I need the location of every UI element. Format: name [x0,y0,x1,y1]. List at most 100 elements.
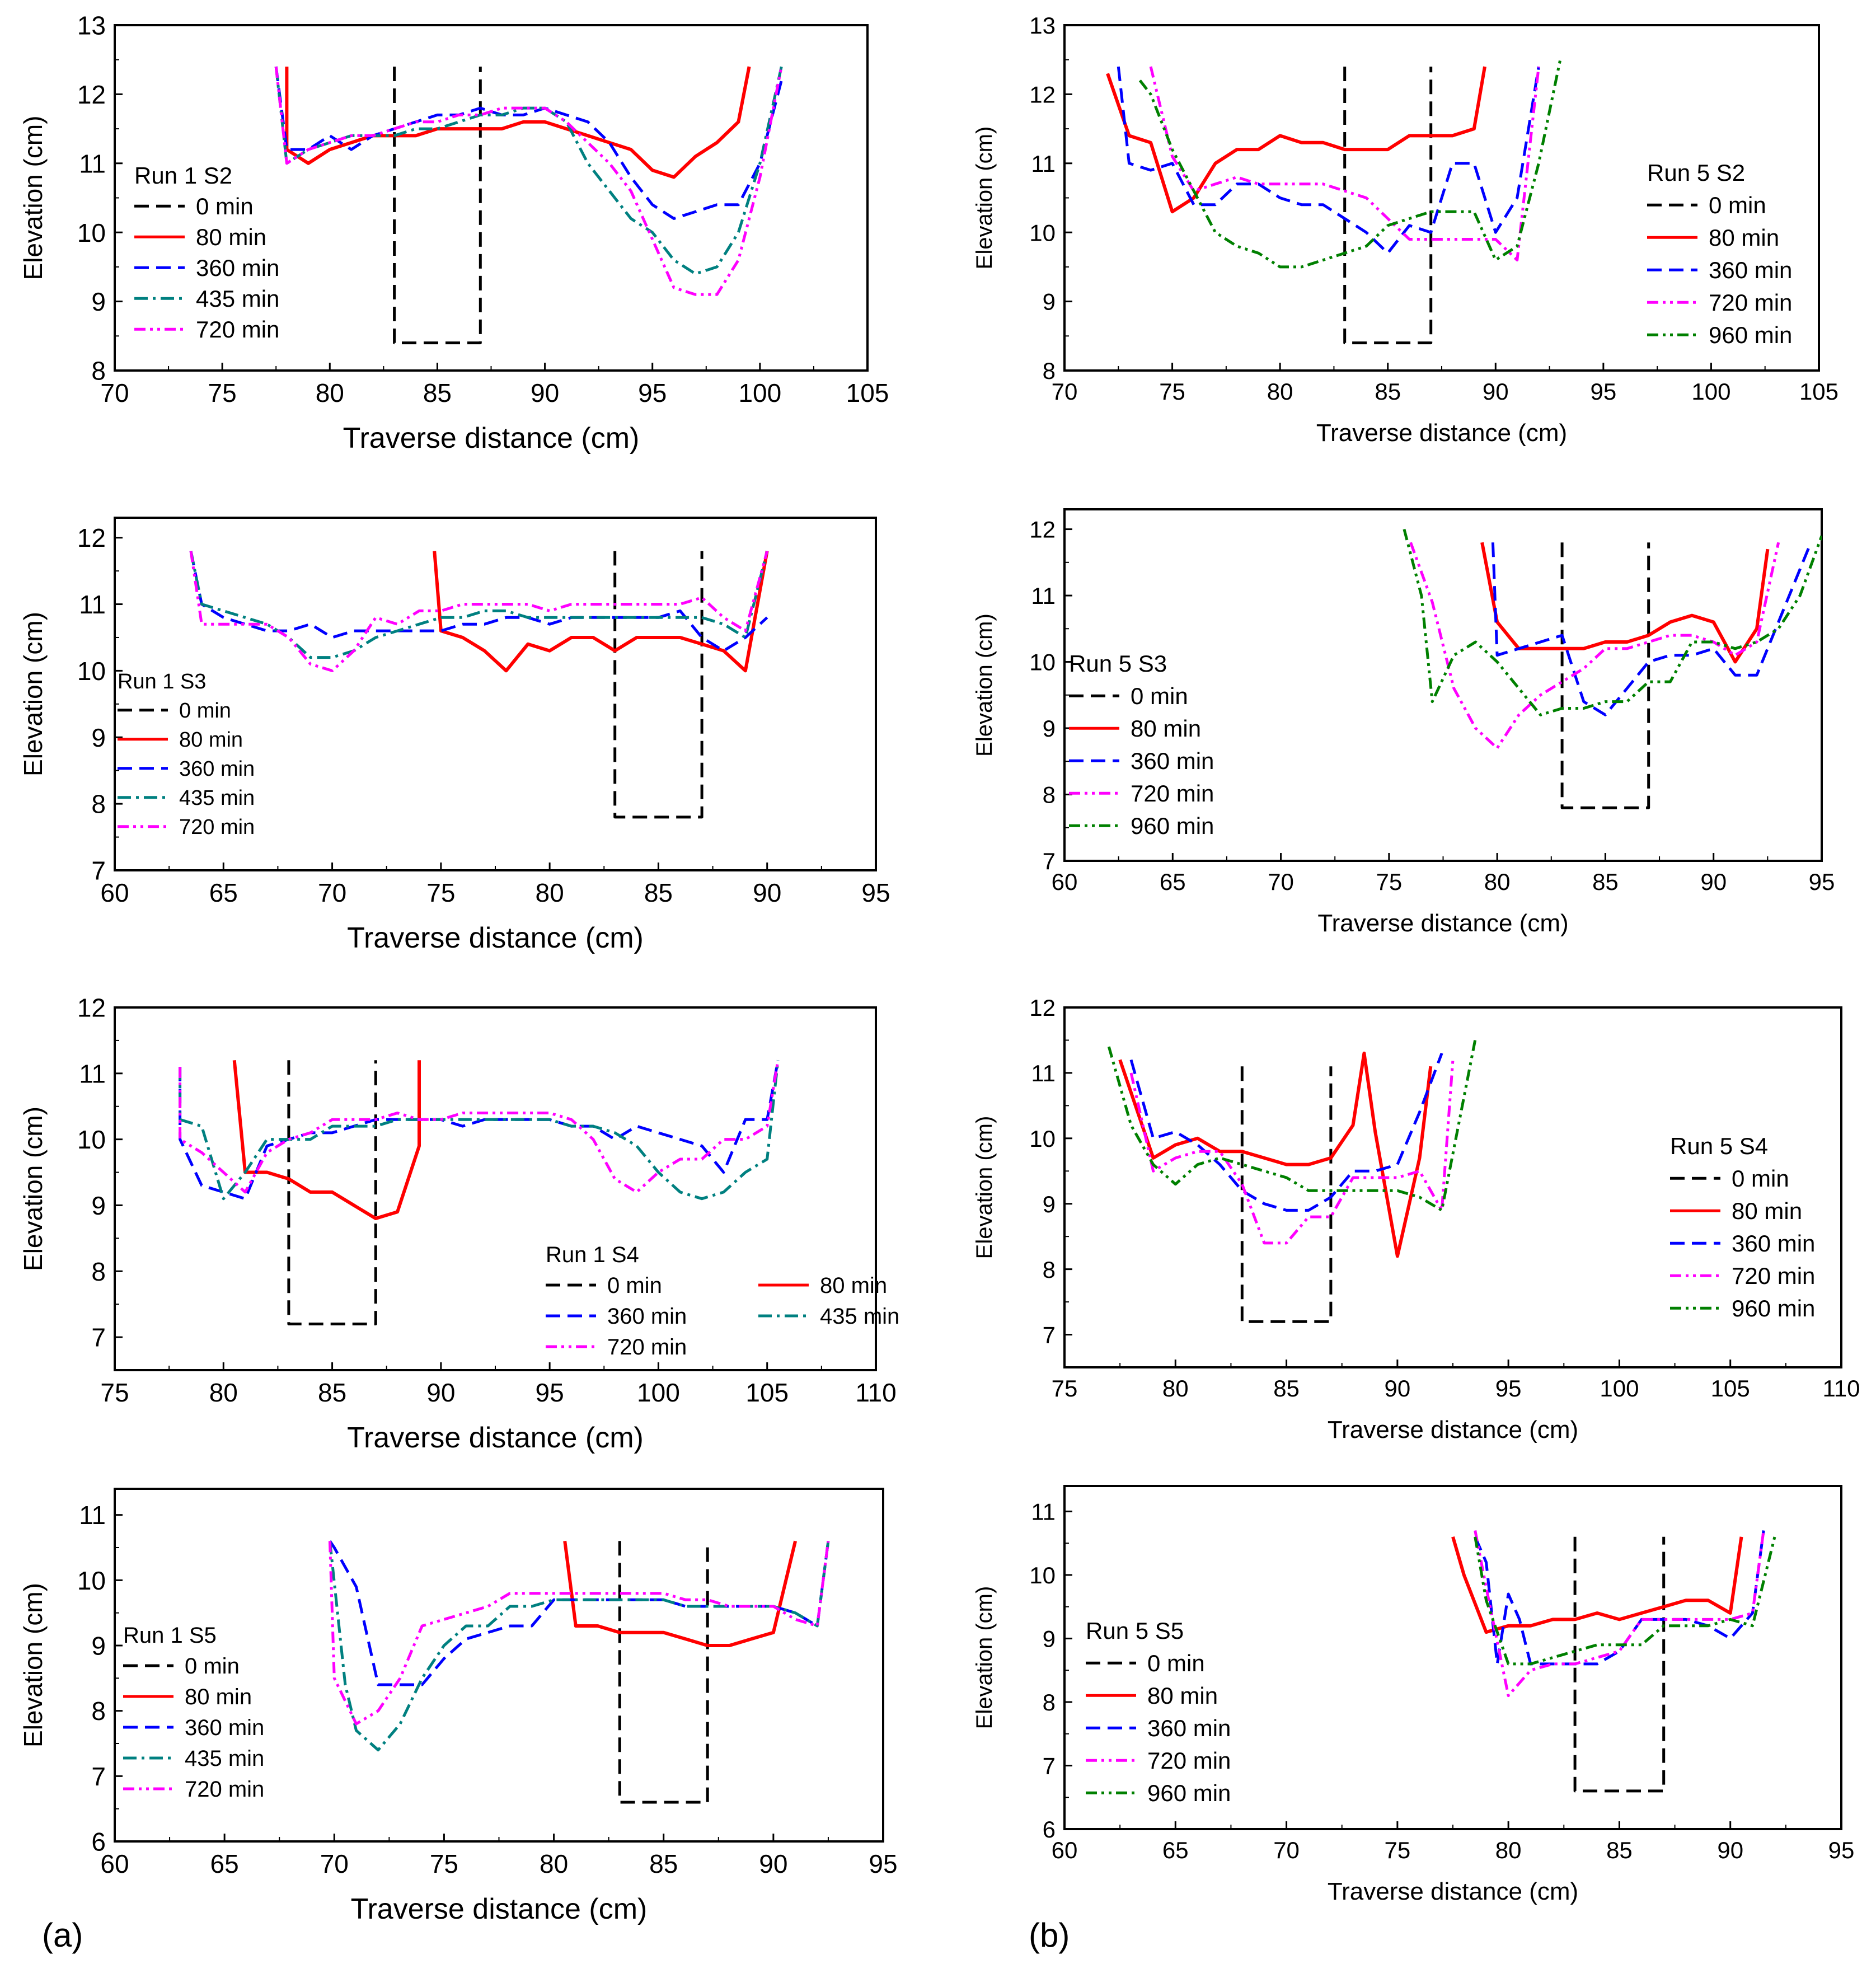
legend-title: Run 1 S5 [123,1623,217,1648]
y-axis-title: Elevation (cm) [18,116,48,280]
x-tick-label: 105 [846,378,889,407]
legend-label: 80 min [820,1273,887,1298]
x-axis-title: Traverse distance (cm) [347,922,644,954]
x-tick-label: 85 [1273,1375,1300,1401]
legend-label: 0 min [1732,1165,1789,1192]
series-line-360-min [179,1060,780,1201]
series-line-0-min [1573,1536,1666,1793]
x-tick-label: 95 [861,878,890,907]
x-tick-label: 65 [209,878,238,907]
y-tick-label: 8 [1043,358,1056,384]
series-line-80-min [433,550,769,673]
y-axis-title: Elevation (cm) [972,1116,997,1259]
chart-panel-3: 60 65 70 75 80 85 90 95 7 8 9 10 11 12 Traverse distan… [18,517,890,954]
y-tick-label: 12 [1029,995,1056,1021]
legend-label: 360 min [179,757,255,781]
series-line-435-min [179,1060,780,1201]
legend-label: 360 min [1131,748,1214,774]
x-tick-label: 95 [869,1849,897,1878]
series-line-0-min [613,551,704,819]
legend-label: 80 min [196,224,266,250]
y-tick-label: 7 [91,1323,106,1352]
y-tick-label: 13 [77,11,106,40]
legend-label: 720 min [196,316,279,343]
series-line-80-min [232,1060,421,1220]
legend-label: 720 min [607,1335,687,1360]
chart-panel-2: 70 75 80 85 90 95 100 105 8 9 10 11 12 13 Traverse dis… [972,12,1839,447]
legend-label: 720 min [1131,780,1214,807]
y-tick-label: 7 [1043,848,1056,874]
x-tick-label: 90 [1717,1837,1743,1863]
y-tick-label: 6 [1043,1816,1056,1843]
x-tick-label: 90 [1483,378,1509,405]
chart-panel-7: 60 65 70 75 80 85 90 95 6 7 8 9 10 11 Traverse distanc… [18,1488,898,1925]
x-axis-title: Traverse distance (cm) [1328,1878,1578,1905]
y-tick-label: 11 [79,149,106,178]
x-axis-title: Traverse distance (cm) [351,1893,648,1925]
x-tick-label: 95 [1809,869,1835,895]
y-tick-label: 8 [91,790,106,819]
y-tick-label: 8 [1043,782,1056,808]
x-tick-label: 70 [1268,869,1294,895]
y-tick-label: 10 [1029,649,1056,676]
legend-title: Run 5 S2 [1647,160,1745,186]
x-tick-label: 110 [855,1378,896,1407]
y-tick-label: 10 [77,1566,106,1595]
x-tick-label: 80 [540,1849,568,1878]
legend-label: 360 min [196,255,279,281]
legend-label: 720 min [179,815,255,839]
series-line-720-min [274,66,783,296]
x-tick-label: 85 [1592,869,1619,895]
y-tick-label: 7 [91,1762,106,1791]
x-tick-label: 105 [1711,1375,1750,1401]
series-line-360-min [1129,1052,1443,1212]
y-axis-title: Elevation (cm) [18,1107,48,1271]
x-tick-label: 100 [637,1378,680,1407]
x-tick-label: 60 [100,1849,129,1878]
x-axis-title: Traverse distance (cm) [343,422,640,454]
x-tick-label: 105 [1799,378,1839,405]
legend-title: Run 1 S2 [134,162,232,189]
y-tick-label: 8 [91,1257,106,1286]
series-line-0-min [1343,67,1433,345]
x-tick-label: 90 [1384,1375,1410,1401]
y-tick-label: 10 [77,218,106,247]
x-axis-title: Traverse distance (cm) [1328,1416,1578,1443]
y-axis-title: Elevation (cm) [972,1586,997,1729]
y-tick-label: 9 [91,287,106,316]
legend-label: 360 min [185,1715,264,1740]
series-line-720-min [328,1540,830,1726]
y-tick-label: 11 [1031,151,1056,177]
x-tick-label: 80 [536,878,564,907]
legend-label: 960 min [1147,1780,1231,1806]
series-line-360-min [274,66,783,220]
series-line-720-min [189,550,769,672]
x-tick-label: 90 [426,1378,455,1407]
chart-panel-4: 60 65 70 75 80 85 90 95 7 8 9 10 11 12 Traverse distan… [972,508,1835,937]
legend-label: 435 min [820,1304,899,1329]
y-tick-label: 9 [1043,1191,1056,1217]
series-line-720-min [1149,66,1540,262]
x-tick-label: 60 [100,878,129,907]
y-tick-label: 8 [91,1696,106,1726]
x-axis-title: Traverse distance (cm) [347,1422,644,1454]
series-line-960-min [1107,1040,1477,1212]
legend-label: 80 min [1131,715,1201,742]
series-line-80-min [1480,542,1770,664]
x-tick-label: 75 [430,1849,458,1878]
series-line-80-min [563,1540,798,1647]
legend-label: 435 min [185,1746,264,1771]
x-tick-label: 70 [320,1849,349,1878]
x-tick-label: 75 [1052,1375,1078,1401]
x-tick-label: 70 [318,878,346,907]
legend-label: 960 min [1131,813,1214,839]
panel-label-b: (b) [1029,1916,1070,1954]
y-axis-title: Elevation (cm) [972,126,997,270]
y-tick-label: 7 [1043,1322,1056,1348]
x-tick-label: 85 [1375,378,1401,405]
y-tick-label: 12 [1029,517,1056,543]
y-axis-title: Elevation (cm) [18,612,48,776]
y-tick-label: 7 [1043,1753,1056,1779]
x-tick-label: 95 [1828,1837,1855,1863]
